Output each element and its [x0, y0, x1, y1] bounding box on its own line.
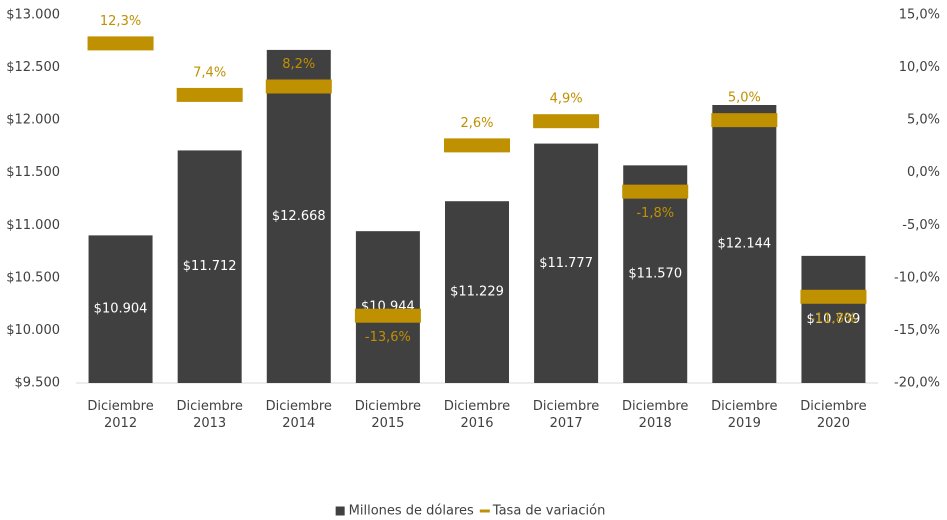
y2-tick-label: 10,0% — [899, 60, 940, 75]
bar-value-label: $11.777 — [539, 256, 593, 271]
rate-value-label: 5,0% — [728, 91, 761, 106]
rate-marker — [711, 113, 778, 128]
y-tick-label: $10.500 — [6, 270, 60, 285]
bar-value-label: $11.570 — [628, 267, 682, 282]
y-tick-label: $12.000 — [6, 113, 60, 128]
y2-tick-label: -15,0% — [894, 323, 940, 338]
rate-marker — [533, 114, 600, 129]
rate-value-label: -11,8% — [810, 311, 856, 326]
bar-value-label: $12.668 — [272, 209, 326, 224]
rate-marker — [622, 184, 689, 199]
legend-label: Millones de dólares — [349, 504, 474, 519]
y2-tick-label: -10,0% — [894, 270, 940, 285]
y2-tick-label: 0,0% — [907, 165, 940, 180]
legend-swatch — [479, 509, 490, 513]
bar — [801, 255, 866, 383]
bar-value-label: $11.712 — [183, 259, 237, 274]
x-tick-label: Diciembre 2018 — [622, 399, 689, 431]
rate-value-label: 4,9% — [550, 92, 583, 107]
y-tick-label: $11.500 — [6, 165, 60, 180]
y2-tick-label: 15,0% — [899, 8, 940, 23]
y2-tick-label: -5,0% — [902, 218, 940, 233]
y-tick-label: $12.500 — [6, 60, 60, 75]
bar-value-label: $11.229 — [450, 285, 504, 300]
legend-label: Tasa de variación — [492, 504, 606, 519]
bar-value-label: $12.144 — [717, 237, 771, 252]
bar — [266, 49, 331, 383]
y-tick-label: $11.000 — [6, 218, 60, 233]
rate-marker — [444, 138, 510, 153]
y2-tick-label: 5,0% — [907, 113, 940, 128]
x-tick-label: Diciembre 2020 — [800, 399, 867, 431]
y-tick-label: $10.000 — [6, 323, 60, 338]
rate-marker — [354, 308, 421, 323]
rate-value-label: 8,2% — [282, 57, 315, 72]
rate-value-label: 12,3% — [100, 14, 141, 29]
x-tick-label: Diciembre 2019 — [711, 399, 778, 431]
legend-item: Tasa de variación — [479, 504, 606, 519]
bar — [88, 235, 153, 383]
x-tick-label: Diciembre 2015 — [354, 399, 422, 431]
bar — [445, 201, 509, 383]
y2-tick-label: -20,0% — [894, 376, 940, 391]
legend-swatch — [335, 506, 345, 516]
bar-value-label: $10.904 — [94, 302, 148, 317]
bar — [355, 231, 420, 383]
rate-value-label: 2,6% — [460, 116, 493, 131]
legend-item: Millones de dólares — [335, 504, 474, 519]
rate-value-label: 7,4% — [193, 65, 226, 80]
bar — [177, 150, 242, 383]
rate-value-label: -13,6% — [365, 330, 411, 345]
rate-marker — [176, 87, 243, 102]
rate-marker — [800, 289, 867, 304]
bar-value-label: $10.709 — [807, 312, 861, 327]
bar — [712, 105, 777, 383]
x-tick-label: Diciembre 2017 — [532, 399, 600, 431]
rate-marker — [87, 36, 154, 51]
x-tick-label: Diciembre 2016 — [443, 399, 511, 431]
y-tick-label: $13.000 — [6, 8, 60, 23]
rate-value-label: -1,8% — [636, 206, 674, 221]
rate-marker — [265, 79, 332, 94]
x-tick-label: Diciembre 2014 — [265, 399, 332, 431]
bar — [534, 143, 599, 383]
y-tick-label: $9.500 — [15, 376, 61, 391]
bar — [623, 165, 688, 383]
x-tick-label: Diciembre 2012 — [87, 399, 154, 431]
x-tick-label: Diciembre 2013 — [176, 399, 243, 431]
